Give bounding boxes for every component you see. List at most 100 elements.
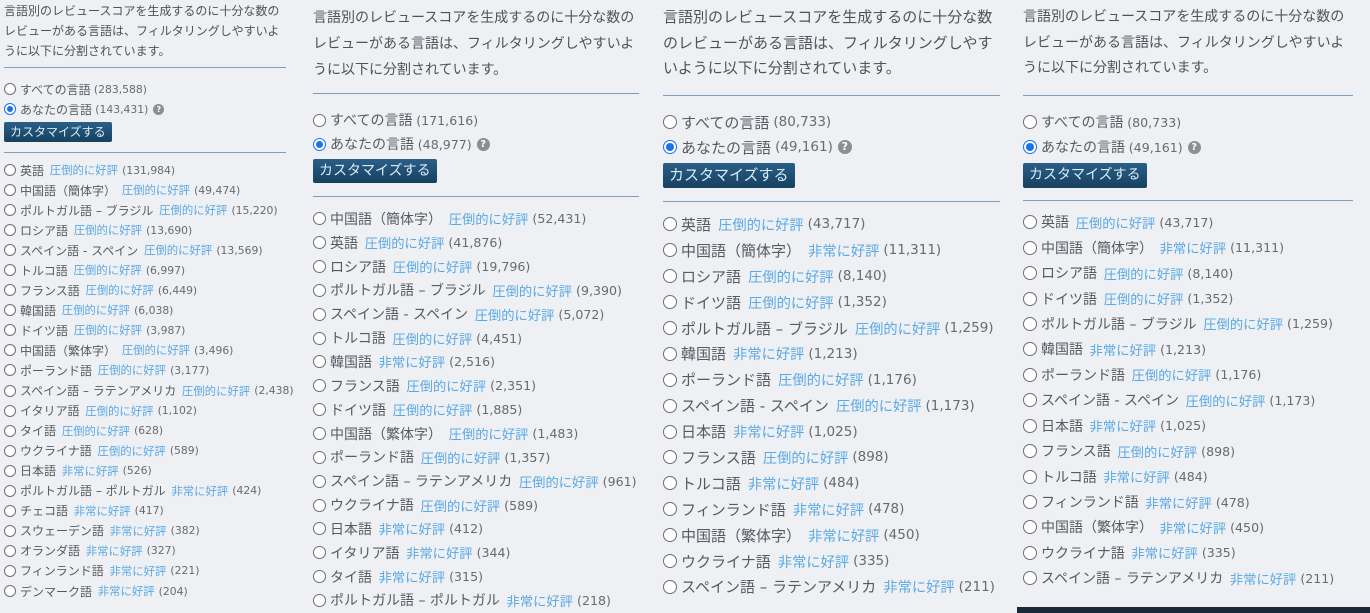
rating[interactable]: 非常に好評 xyxy=(61,463,119,478)
rating[interactable]: 圧倒的に好評 xyxy=(73,223,143,238)
radio-selected[interactable] xyxy=(313,137,326,151)
rating[interactable]: 圧倒的に好評 xyxy=(762,450,849,467)
language-row[interactable]: ドイツ語 圧倒的に好評 (1,885) xyxy=(313,398,649,422)
rating[interactable]: 非常に好評 xyxy=(1103,471,1170,487)
radio[interactable] xyxy=(4,304,16,317)
rating[interactable]: 圧倒的に好評 xyxy=(448,428,529,444)
rating[interactable]: 非常に好評 xyxy=(109,563,167,578)
language-row[interactable]: ロシア語 圧倒的に好評 (8,140) xyxy=(663,263,1010,289)
radio[interactable] xyxy=(4,464,16,477)
rating[interactable]: 非常に好評 xyxy=(506,594,574,610)
rating[interactable]: 圧倒的に好評 xyxy=(1103,267,1184,283)
radio[interactable] xyxy=(1023,520,1037,535)
rating[interactable]: 非常に好評 xyxy=(1089,343,1157,359)
radio[interactable] xyxy=(313,427,326,441)
language-row[interactable]: スペイン語 - スペイン 圧倒的に好評 (1,173) xyxy=(663,393,1010,419)
radio[interactable] xyxy=(663,295,677,310)
radio[interactable] xyxy=(1023,444,1037,459)
radio[interactable] xyxy=(313,212,326,226)
radio[interactable] xyxy=(313,450,326,464)
language-row[interactable]: フランス語 圧倒的に好評 (2,351) xyxy=(313,374,649,398)
language-row[interactable]: スペイン語 – ラテンアメリカ 圧倒的に好評 (2,438) xyxy=(4,381,296,401)
language-row[interactable]: トルコ語 圧倒的に好評 (4,451) xyxy=(313,326,649,350)
language-row[interactable]: トルコ語 非常に好評 (484) xyxy=(1023,464,1363,489)
rating[interactable]: 圧倒的に好評 xyxy=(49,163,119,178)
rating[interactable]: 非常に好評 xyxy=(109,523,167,538)
rating[interactable]: 非常に好評 xyxy=(1159,242,1227,258)
language-row[interactable]: ウクライナ語 圧倒的に好評 (589) xyxy=(4,441,296,461)
rating[interactable]: 圧倒的に好評 xyxy=(97,443,166,458)
radio[interactable] xyxy=(4,164,16,177)
rating[interactable]: 非常に好評 xyxy=(73,503,131,518)
radio[interactable] xyxy=(1023,571,1037,586)
language-row[interactable]: ウクライナ語 圧倒的に好評 (589) xyxy=(313,493,649,517)
language-row[interactable]: 中国語（繁体字） 非常に好評 (450) xyxy=(1023,515,1363,540)
rating[interactable]: 非常に好評 xyxy=(1145,496,1212,512)
radio[interactable] xyxy=(313,522,326,536)
language-option[interactable]: すべての言語 (80,733) xyxy=(663,110,1010,135)
help-icon[interactable]: ? xyxy=(153,103,165,115)
help-icon[interactable]: ? xyxy=(1187,140,1201,154)
language-row[interactable]: ロシア語 圧倒的に好評 (19,796) xyxy=(313,255,649,279)
radio[interactable] xyxy=(313,331,326,345)
language-row[interactable]: デンマーク語 非常に好評 (204) xyxy=(4,581,296,601)
language-row[interactable]: 中国語（簡体字） 圧倒的に好評 (49,474) xyxy=(4,180,296,200)
language-row[interactable]: ウクライナ語 非常に好評 (335) xyxy=(1023,540,1363,565)
language-option[interactable]: あなたの言語 (49,161)? xyxy=(1023,135,1363,160)
rating[interactable]: 圧倒的に好評 xyxy=(492,284,573,300)
radio[interactable] xyxy=(4,585,16,597)
rating[interactable]: 圧倒的に好評 xyxy=(97,363,167,378)
radio[interactable] xyxy=(4,184,16,197)
language-row[interactable]: 中国語（繁体字） 非常に好評 (450) xyxy=(663,522,1010,548)
rating[interactable]: 圧倒的に好評 xyxy=(420,451,501,467)
language-row[interactable]: スペイン語 – ラテンアメリカ 非常に好評 (211) xyxy=(1023,566,1363,591)
language-row[interactable]: 英語 圧倒的に好評 (41,876) xyxy=(313,231,649,255)
customize-button[interactable]: カスタマイズする xyxy=(4,122,112,142)
rating[interactable]: 圧倒的に好評 xyxy=(61,423,131,438)
radio[interactable] xyxy=(4,284,16,297)
radio-selected[interactable] xyxy=(1023,140,1037,154)
language-row[interactable]: 日本語 非常に好評 (526) xyxy=(4,461,296,481)
radio[interactable] xyxy=(1023,115,1037,129)
customize-button[interactable]: カスタマイズする xyxy=(663,162,795,188)
radio-selected[interactable] xyxy=(663,140,677,154)
rating[interactable]: 圧倒的に好評 xyxy=(1117,445,1198,461)
rating[interactable]: 圧倒的に好評 xyxy=(85,283,154,298)
rating[interactable]: 圧倒的に好評 xyxy=(778,373,864,390)
rating[interactable]: 非常に好評 xyxy=(1131,547,1198,563)
radio[interactable] xyxy=(313,355,326,369)
radio[interactable] xyxy=(1023,342,1037,357)
language-row[interactable]: 日本語 非常に好評 (1,025) xyxy=(663,419,1010,445)
rating[interactable]: 圧倒的に好評 xyxy=(364,237,445,253)
rating[interactable]: 圧倒的に好評 xyxy=(406,380,487,396)
language-row[interactable]: ウクライナ語 非常に好評 (335) xyxy=(663,548,1010,574)
radio[interactable] xyxy=(4,324,16,337)
language-row[interactable]: 中国語（繁体字） 圧倒的に好評 (1,483) xyxy=(313,422,649,446)
rating[interactable]: 非常に好評 xyxy=(792,502,865,519)
language-row[interactable]: ポルトガル語 – ポルトガル 非常に好評 (218) xyxy=(313,589,649,613)
radio[interactable] xyxy=(4,384,16,397)
language-row[interactable]: ポルトガル語 – ブラジル 圧倒的に好評 (15,220) xyxy=(4,200,296,220)
rating[interactable]: 圧倒的に好評 xyxy=(392,261,473,277)
radio[interactable] xyxy=(1023,393,1037,408)
radio[interactable] xyxy=(1023,367,1037,382)
radio[interactable] xyxy=(1023,469,1037,484)
radio[interactable] xyxy=(4,504,16,517)
rating[interactable]: 圧倒的に好評 xyxy=(1103,293,1184,309)
rating[interactable]: 圧倒的に好評 xyxy=(143,243,213,258)
radio-selected[interactable] xyxy=(4,103,16,115)
radio[interactable] xyxy=(1023,291,1037,306)
language-option[interactable]: あなたの言語 (143,431)? xyxy=(4,99,296,119)
rating[interactable]: 圧倒的に好評 xyxy=(1185,394,1266,410)
radio[interactable] xyxy=(663,502,677,517)
radio[interactable] xyxy=(663,346,677,361)
radio[interactable] xyxy=(4,224,16,237)
language-row[interactable]: 日本語 非常に好評 (412) xyxy=(313,517,649,541)
radio[interactable] xyxy=(663,372,677,387)
language-row[interactable]: トルコ語 圧倒的に好評 (6,997) xyxy=(4,260,296,280)
language-row[interactable]: ロシア語 圧倒的に好評 (13,690) xyxy=(4,220,296,240)
radio[interactable] xyxy=(1023,316,1037,331)
radio[interactable] xyxy=(313,593,326,607)
language-row[interactable]: 中国語（簡体字） 非常に好評 (11,311) xyxy=(663,237,1010,263)
rating[interactable]: 非常に好評 xyxy=(777,554,850,571)
